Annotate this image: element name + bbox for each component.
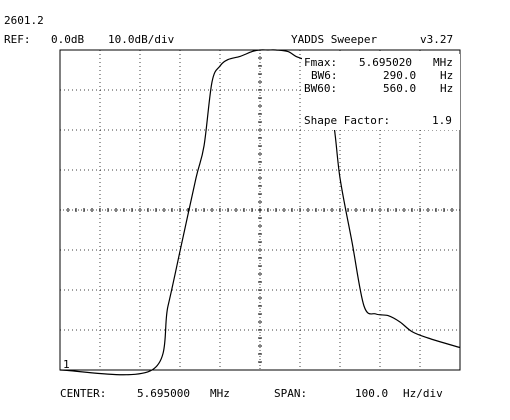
center-frequency-unit: MHz: [210, 387, 230, 400]
shape-factor-label: Shape Factor:: [304, 114, 391, 127]
sweep-trace: [59, 49, 461, 376]
bw60-label: BW60:: [304, 82, 338, 95]
fmax-unit: MHz: [433, 56, 453, 69]
ref-level-value: 0.0dB: [51, 33, 85, 46]
ref-label: REF:: [4, 33, 31, 46]
app-version: v3.27: [420, 33, 454, 46]
sweep-id-label: 2601.2: [4, 14, 44, 27]
fmax-label: Fmax:: [304, 56, 338, 69]
shape-factor-value: 1.9: [432, 114, 452, 127]
center-frequency-value: 5.695000: [137, 387, 190, 400]
bw60-value: 560.0: [383, 82, 417, 95]
marker-label: 1: [63, 358, 70, 371]
vertical-scale: 10.0dB/div: [108, 33, 175, 46]
bw6-label: BW6:: [311, 69, 338, 82]
app-title: YADDS Sweeper: [291, 33, 378, 46]
bw60-unit: Hz: [440, 82, 454, 95]
bw6-value: 290.0: [383, 69, 417, 82]
span-value: 100.0: [355, 387, 389, 400]
bw6-unit: Hz: [440, 69, 454, 82]
span-unit: Hz/div: [403, 387, 443, 400]
center-label: CENTER:: [60, 387, 107, 400]
span-label: SPAN:: [274, 387, 308, 400]
fmax-value: 5.695020: [359, 56, 412, 69]
